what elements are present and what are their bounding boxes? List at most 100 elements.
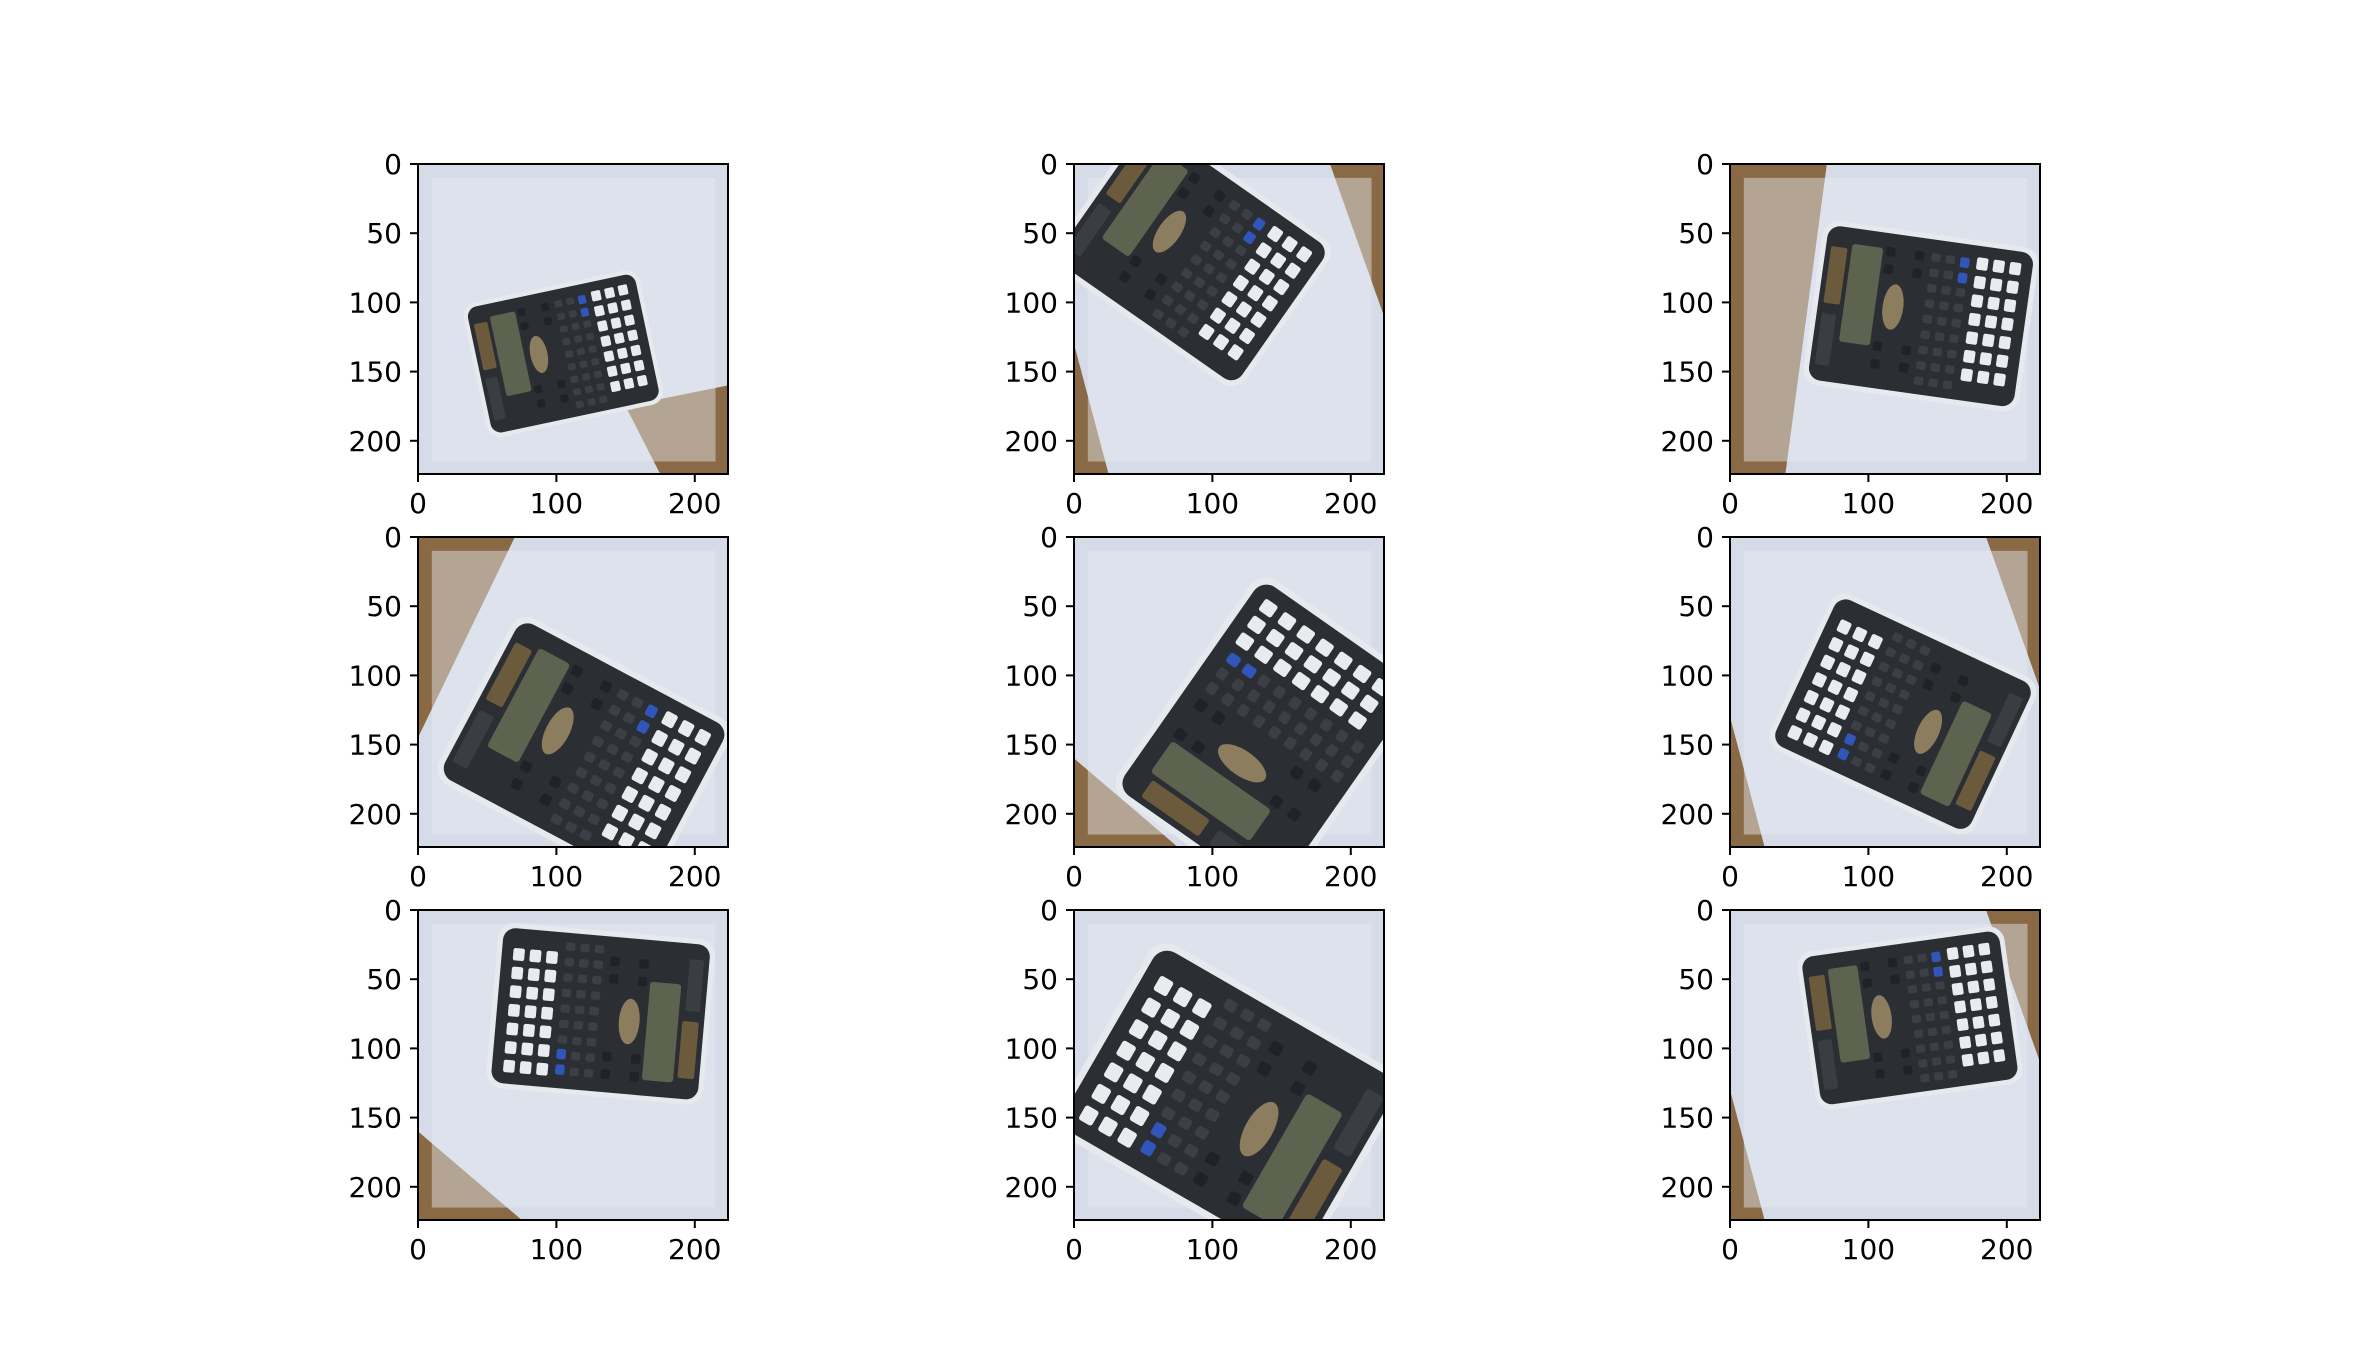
y-tick-label: 0 [1040,148,1058,181]
x-tick-label: 0 [1721,487,1739,520]
x-tick-label: 200 [668,860,721,893]
y-tick-label: 50 [366,217,402,250]
y-tick-label: 150 [349,1102,402,1135]
y-tick-label: 0 [1696,148,1714,181]
y-tick-label: 100 [1005,1032,1058,1065]
x-tick-label: 200 [1324,487,1377,520]
axes-frame [417,163,729,475]
y-tick-label: 200 [1661,1171,1714,1204]
y-tick-label: 100 [1661,286,1714,319]
x-tick-label: 100 [1186,487,1239,520]
x-tick-label: 100 [1842,487,1895,520]
y-tick-label: 50 [366,963,402,996]
x-tick-label: 100 [530,860,583,893]
panel-image [1074,537,1384,847]
x-tick-label: 200 [1324,860,1377,893]
y-tick-label: 200 [349,1171,402,1204]
y-tick-label: 100 [1661,659,1714,692]
axes-frame [1729,163,2041,475]
y-tick-label: 100 [1661,1032,1714,1065]
y-tick-label: 50 [1022,217,1058,250]
x-tick-label: 100 [1186,860,1239,893]
x-tick-label: 0 [409,487,427,520]
x-tick-label: 100 [530,1233,583,1266]
y-tick-label: 200 [349,798,402,831]
y-tick-label: 100 [1005,659,1058,692]
x-tick-label: 100 [1186,1233,1239,1266]
calculator-image [1801,218,2040,414]
y-tick-label: 100 [349,659,402,692]
y-tick-label: 0 [384,894,402,927]
y-tick-label: 150 [1661,729,1714,762]
x-tick-label: 0 [1721,860,1739,893]
x-tick-label: 0 [1065,487,1083,520]
calculator-image [1795,924,2025,1112]
y-tick-label: 50 [1678,963,1714,996]
axes-frame [417,909,729,1221]
y-tick-label: 150 [1005,356,1058,389]
y-tick-label: 0 [1040,894,1058,927]
x-tick-label: 0 [409,1233,427,1266]
axes-frame [1073,536,1385,848]
axes-frame [1729,909,2041,1221]
y-tick-label: 100 [1005,286,1058,319]
panel-image [1730,537,2040,847]
panel-image [1074,910,1384,1220]
y-tick-label: 50 [1022,590,1058,623]
y-tick-label: 50 [366,590,402,623]
axes-frame [1729,536,2041,848]
y-tick-label: 50 [1022,963,1058,996]
x-tick-label: 0 [1065,1233,1083,1266]
x-tick-label: 100 [1842,1233,1895,1266]
x-tick-label: 0 [1065,860,1083,893]
y-tick-label: 200 [1661,425,1714,458]
y-tick-label: 0 [1040,521,1058,554]
x-tick-label: 100 [530,487,583,520]
y-tick-label: 150 [1005,729,1058,762]
y-tick-label: 200 [1661,798,1714,831]
y-tick-label: 0 [384,148,402,181]
calculator-image [484,921,717,1107]
y-tick-label: 150 [349,356,402,389]
x-tick-label: 200 [1980,1233,2033,1266]
x-tick-label: 200 [1324,1233,1377,1266]
y-tick-label: 0 [1696,894,1714,927]
axes-frame [417,536,729,848]
y-tick-label: 150 [1661,356,1714,389]
panel-image [418,910,728,1220]
panel-image [418,164,728,474]
panel-image [1730,164,2040,474]
axes-frame [1073,163,1385,475]
y-tick-label: 100 [349,1032,402,1065]
x-tick-label: 200 [1980,487,2033,520]
y-tick-label: 50 [1678,590,1714,623]
y-tick-label: 200 [1005,1171,1058,1204]
x-tick-label: 200 [1980,860,2033,893]
y-tick-label: 150 [349,729,402,762]
y-tick-label: 0 [1696,521,1714,554]
y-tick-label: 200 [1005,425,1058,458]
y-tick-label: 200 [349,425,402,458]
x-tick-label: 100 [1842,860,1895,893]
panel-image [418,537,728,847]
axes-frame [1073,909,1385,1221]
x-tick-label: 200 [668,487,721,520]
y-tick-label: 150 [1661,1102,1714,1135]
panel-image [1074,164,1384,474]
x-tick-label: 0 [409,860,427,893]
x-tick-label: 0 [1721,1233,1739,1266]
y-tick-label: 200 [1005,798,1058,831]
panel-image [1730,910,2040,1220]
y-tick-label: 150 [1005,1102,1058,1135]
y-tick-label: 50 [1678,217,1714,250]
